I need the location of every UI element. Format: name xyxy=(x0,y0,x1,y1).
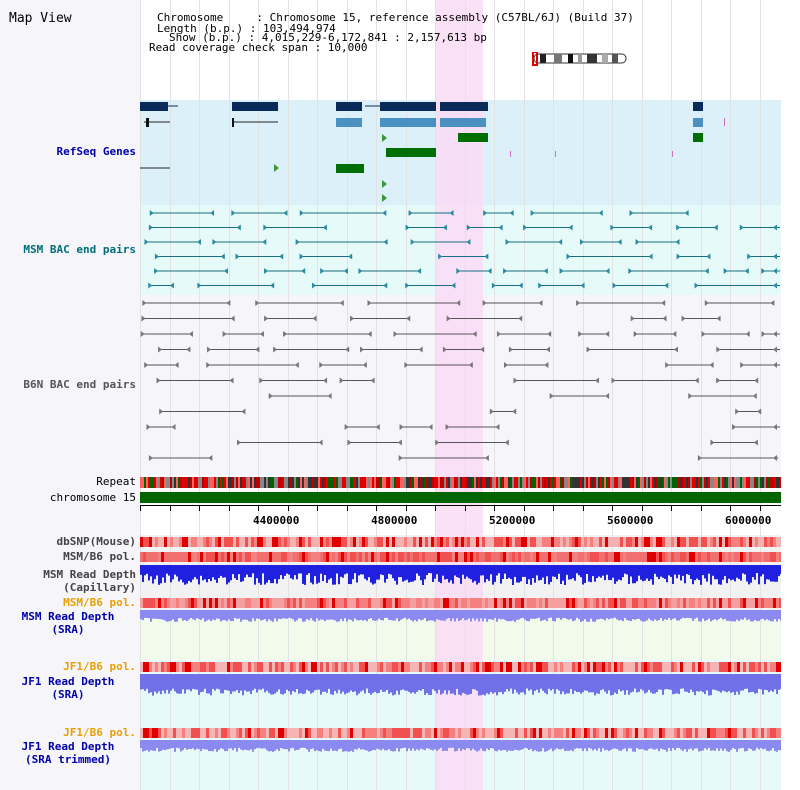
axis-tick-label: 4400000 xyxy=(253,514,300,527)
axis-tick xyxy=(347,505,348,511)
gridline xyxy=(524,0,525,790)
axis-tick xyxy=(671,505,672,511)
axis-tick xyxy=(376,505,377,511)
gridline xyxy=(612,0,613,790)
gridline xyxy=(199,0,200,790)
gridline xyxy=(406,0,407,790)
gridline xyxy=(229,0,230,790)
axis-tick xyxy=(760,505,761,511)
gridline xyxy=(288,0,289,790)
gridline xyxy=(376,0,377,790)
gridline xyxy=(760,0,761,790)
axis-tick xyxy=(642,505,643,511)
chromosome-ideogram[interactable] xyxy=(530,52,630,66)
msm-bac-track[interactable] xyxy=(140,205,781,295)
track-label-msm-b6-pol-1[interactable]: MSM/B6 pol. xyxy=(63,550,136,563)
jf1-read-depth-sra-track[interactable] xyxy=(140,674,781,710)
msm-b6-pol-track-2[interactable] xyxy=(140,598,781,608)
axis-tick xyxy=(730,505,731,511)
axis-tick xyxy=(140,505,141,511)
track-label-msm-b6-pol-2[interactable]: MSM/B6 pol. xyxy=(63,596,136,609)
track-label-panel: Map View RefSeq Genes MSM BAC end pairs … xyxy=(0,0,140,790)
track-label-jf1-b6-pol-1[interactable]: JF1/B6 pol. xyxy=(63,660,136,673)
jf1-b6-pol-track-1[interactable] xyxy=(140,662,781,672)
axis-tick xyxy=(199,505,200,511)
msm-b6-pol-track-1[interactable] xyxy=(140,552,781,562)
axis-tick xyxy=(288,505,289,511)
track-label-repeat[interactable]: Repeat xyxy=(96,475,136,488)
gridline xyxy=(671,0,672,790)
track-label-msm-read-depth-sra-sub: (SRA) xyxy=(51,623,85,636)
gridline xyxy=(435,0,436,790)
info-coverage-span: Read coverage check span : 10,000 xyxy=(149,41,368,54)
axis-tick xyxy=(553,505,554,511)
gridline xyxy=(170,0,171,790)
axis-tick-label: 5200000 xyxy=(489,514,536,527)
refseq-gene-track[interactable] xyxy=(140,100,781,205)
gridline xyxy=(140,0,141,790)
axis-tick xyxy=(465,505,466,511)
axis-tick xyxy=(317,505,318,511)
track-label-b6n-bac[interactable]: B6N BAC end pairs xyxy=(23,378,136,391)
gridline xyxy=(347,0,348,790)
track-label-jf1-read-depth-trimmed-sub: (SRA trimmed) xyxy=(24,753,112,766)
axis-tick xyxy=(170,505,171,511)
map-title: Map View xyxy=(9,11,72,26)
right-margin xyxy=(781,0,800,790)
info-length: Length (b.p.) : 103,494,974 xyxy=(157,22,336,35)
jf1-b6-pol-track-2[interactable] xyxy=(140,728,781,738)
track-label-jf1-b6-pol-2[interactable]: JF1/B6 pol. xyxy=(63,726,136,739)
axis-tick xyxy=(229,505,230,511)
track-label-jf1-read-depth-sra-sub: (SRA) xyxy=(51,688,85,701)
track-label-msm-read-depth-sra[interactable]: MSM Read Depth xyxy=(21,610,115,623)
gridline xyxy=(465,0,466,790)
track-label-msm-read-depth-capillary-sub: (Capillary) xyxy=(63,581,136,594)
jf1-read-depth-trimmed-track[interactable] xyxy=(140,740,781,762)
gridline xyxy=(553,0,554,790)
axis-tick xyxy=(701,505,702,511)
track-label-refseq[interactable]: RefSeq Genes xyxy=(56,145,136,158)
msm-read-depth-capillary-track[interactable] xyxy=(140,565,781,585)
gridline xyxy=(317,0,318,790)
gridline xyxy=(642,0,643,790)
repeat-track[interactable] xyxy=(140,477,781,488)
axis-tick xyxy=(494,505,495,511)
selected-region-highlight[interactable] xyxy=(435,0,483,790)
track-label-jf1-read-depth-trimmed[interactable]: JF1 Read Depth xyxy=(21,740,115,753)
axis-tick xyxy=(583,505,584,511)
track-label-msm-read-depth-capillary[interactable]: MSM Read Depth xyxy=(43,568,136,581)
info-chromosome: Chromosome : Chromosome 15, reference as… xyxy=(157,11,634,24)
axis-tick xyxy=(406,505,407,511)
track-label-msm-bac[interactable]: MSM BAC end pairs xyxy=(23,243,136,256)
gridline xyxy=(258,0,259,790)
info-show-range: Show (b.p.) : 4,015,229-6,172,841 : 2,15… xyxy=(169,31,487,44)
axis-tick xyxy=(435,505,436,511)
gridline xyxy=(583,0,584,790)
axis-tick-label: 5600000 xyxy=(607,514,654,527)
genome-track-canvas[interactable]: Chromosome : Chromosome 15, reference as… xyxy=(140,0,781,790)
track-label-dbsnp[interactable]: dbSNP(Mouse) xyxy=(56,535,136,548)
axis-line xyxy=(140,505,781,506)
msm-read-depth-sra-track[interactable] xyxy=(140,610,781,628)
axis-tick xyxy=(612,505,613,511)
b6n-bac-track[interactable] xyxy=(140,295,781,475)
gridline xyxy=(494,0,495,790)
axis-tick xyxy=(258,505,259,511)
axis-tick-label: 4800000 xyxy=(371,514,418,527)
chromosome-bar xyxy=(140,492,781,503)
dbsnp-track[interactable] xyxy=(140,537,781,547)
track-label-chromosome: chromosome 15 xyxy=(49,491,136,504)
axis-tick-label: 6000000 xyxy=(725,514,772,527)
track-label-jf1-read-depth-sra[interactable]: JF1 Read Depth xyxy=(21,675,115,688)
axis-tick xyxy=(524,505,525,511)
gridline xyxy=(730,0,731,790)
gridline xyxy=(701,0,702,790)
